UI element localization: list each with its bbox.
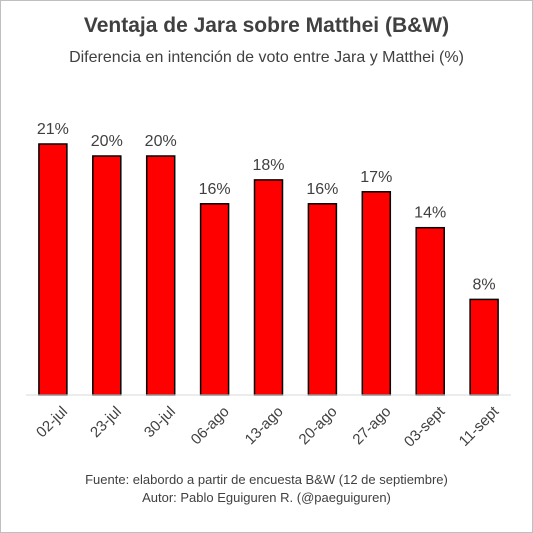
data-label-23-jul: 20% <box>91 133 123 150</box>
x-tick-label-13-ago: 13-ago <box>242 403 287 448</box>
bar-02-jul <box>38 143 68 396</box>
x-tick-label-20-ago: 20-ago <box>296 403 341 448</box>
data-label-20-ago: 16% <box>306 181 338 198</box>
bar-30-jul <box>145 155 176 396</box>
data-label-13-ago: 18% <box>252 157 284 174</box>
bar-06-ago <box>199 203 230 396</box>
bar-11-sept <box>469 298 499 396</box>
data-label-11-sept: 8% <box>473 276 496 293</box>
data-label-03-sept: 14% <box>414 205 446 222</box>
x-tick-label-11-sept: 11-sept <box>456 403 503 450</box>
x-tick-label-06-ago: 06-ago <box>188 403 233 448</box>
data-label-30-jul: 20% <box>145 133 177 150</box>
x-tick-label-23-jul: 23-jul <box>87 403 125 441</box>
source-note: Fuente: elabordo a partir de encuesta B&… <box>85 472 448 487</box>
x-tick-label-03-sept: 03-sept <box>401 403 449 451</box>
chart-title: Ventaja de Jara sobre Matthei (B&W) <box>83 14 450 37</box>
bar-13-ago <box>253 179 284 396</box>
bar-27-ago <box>361 191 392 396</box>
bar-03-sept <box>415 226 445 396</box>
bar-23-jul <box>92 155 122 396</box>
x-tick-label-27-ago: 27-ago <box>349 403 394 448</box>
x-tick-label-30-jul: 30-jul <box>141 403 179 441</box>
author-note: Autor: Pablo Eguiguren R. (@paeguiguren) <box>142 490 391 505</box>
data-label-27-ago: 17% <box>360 169 392 186</box>
bar-20-ago <box>307 203 338 396</box>
chart-subtitle: Diferencia en intención de voto entre Ja… <box>69 49 464 66</box>
data-label-06-ago: 16% <box>199 181 231 198</box>
x-tick-label-02-jul: 02-jul <box>33 403 71 441</box>
data-label-02-jul: 21% <box>37 121 69 138</box>
